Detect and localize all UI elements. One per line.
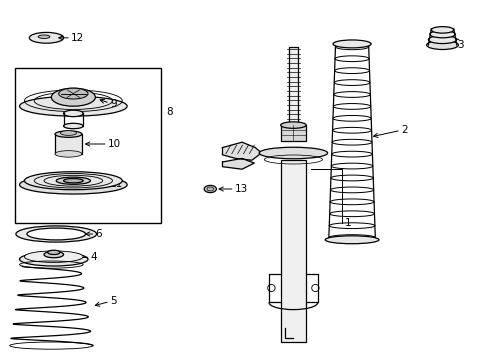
Ellipse shape [59, 88, 88, 99]
Text: 13: 13 [219, 184, 247, 194]
Text: 12: 12 [59, 33, 84, 43]
Ellipse shape [44, 251, 63, 258]
Text: 5: 5 [95, 296, 117, 306]
Ellipse shape [426, 41, 458, 50]
Ellipse shape [16, 226, 96, 242]
Ellipse shape [55, 151, 82, 157]
Ellipse shape [427, 36, 456, 44]
Bar [280, 160, 305, 342]
Ellipse shape [24, 251, 83, 262]
Ellipse shape [280, 122, 305, 129]
Text: 2: 2 [373, 125, 407, 138]
Ellipse shape [55, 131, 82, 138]
Text: 3: 3 [453, 37, 463, 50]
Bar [280, 125, 305, 141]
Ellipse shape [430, 27, 453, 33]
Text: 6: 6 [85, 229, 102, 239]
Ellipse shape [51, 88, 95, 106]
Ellipse shape [63, 179, 83, 183]
Text: 4: 4 [76, 252, 97, 262]
Ellipse shape [61, 131, 76, 135]
Ellipse shape [20, 96, 127, 116]
Text: 10: 10 [85, 139, 121, 149]
Ellipse shape [259, 147, 327, 159]
Ellipse shape [38, 35, 50, 39]
Bar [15, 68, 161, 223]
Text: 1: 1 [344, 218, 351, 228]
Text: 11: 11 [102, 179, 123, 189]
Ellipse shape [56, 177, 90, 184]
Ellipse shape [48, 250, 60, 255]
Ellipse shape [429, 31, 454, 38]
Ellipse shape [63, 123, 83, 129]
Text: 8: 8 [166, 107, 173, 117]
Bar [288, 47, 298, 131]
Polygon shape [222, 158, 254, 169]
Text: 9: 9 [100, 99, 117, 109]
Polygon shape [222, 142, 261, 160]
Bar [55, 134, 82, 154]
Ellipse shape [325, 236, 378, 244]
Ellipse shape [27, 228, 85, 240]
Ellipse shape [63, 110, 83, 117]
Ellipse shape [24, 172, 122, 190]
Ellipse shape [204, 185, 216, 193]
Text: 7: 7 [262, 148, 314, 158]
Ellipse shape [29, 32, 63, 43]
Ellipse shape [20, 175, 127, 194]
Ellipse shape [20, 252, 88, 266]
Ellipse shape [332, 40, 370, 48]
Ellipse shape [206, 187, 213, 191]
